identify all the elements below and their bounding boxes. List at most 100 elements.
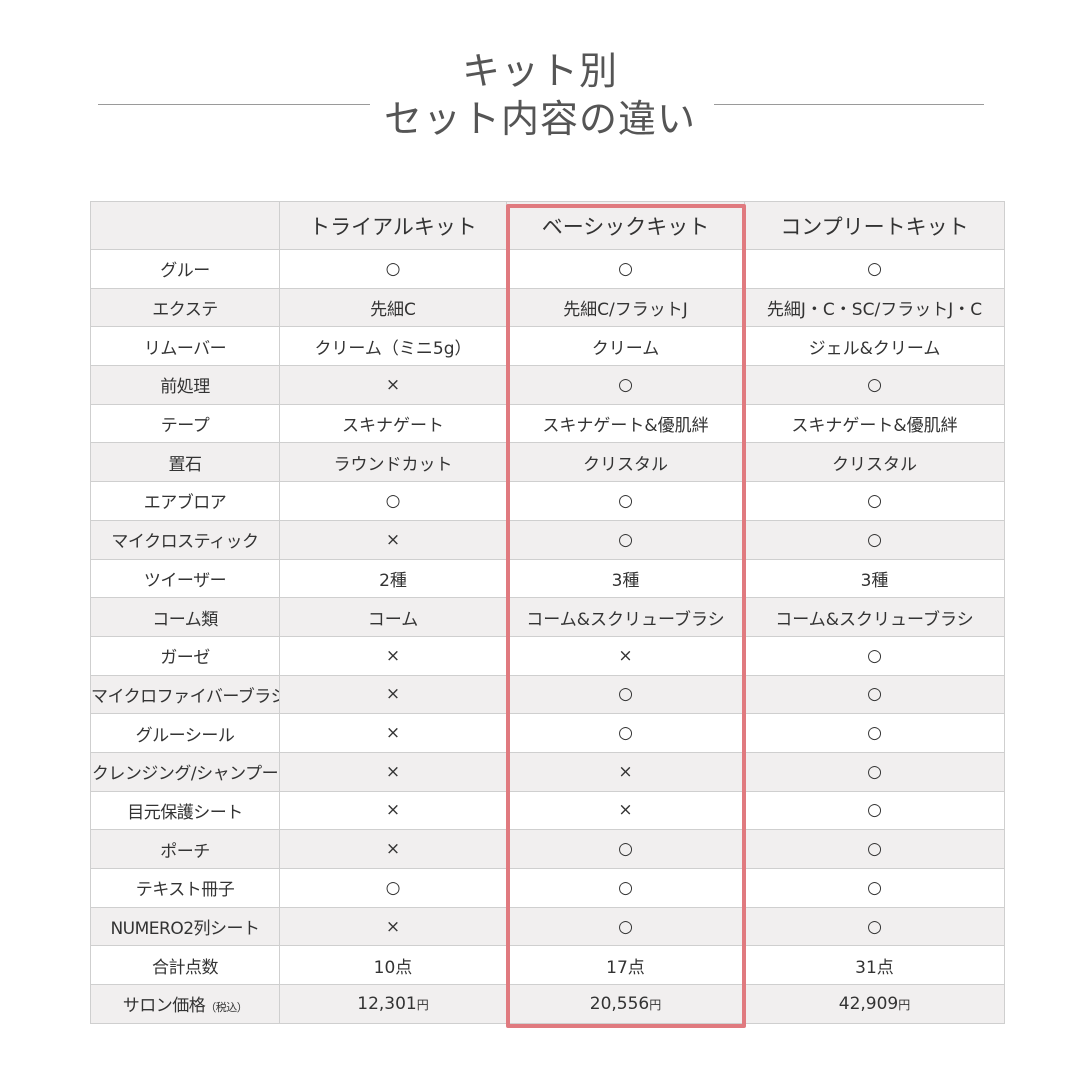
table-row: テキスト冊子 ○ ○ ○ <box>90 868 1005 908</box>
cell-trial: 2種 <box>279 558 507 599</box>
row-label: 目元保護シート <box>90 790 280 831</box>
row-label: クレンジング/シャンプー <box>90 751 280 792</box>
cell-complete: ジェル&クリーム <box>744 326 1005 367</box>
row-label: テキスト冊子 <box>90 868 280 908</box>
price-complete: 42,909円 <box>744 984 1005 1024</box>
currency-yen: 円 <box>416 997 429 1012</box>
title-rule-right <box>714 104 984 105</box>
price-trial-value: 12,301 <box>357 993 417 1014</box>
row-label: ツイーザー <box>90 558 280 599</box>
cell-complete: ○ <box>744 481 1005 521</box>
row-label: NUMERO2列シート <box>90 906 280 947</box>
cell-basic: 先細C/フラットJ <box>506 287 745 328</box>
table-row: リムーバー クリーム（ミニ5g） クリーム ジェル&クリーム <box>90 326 1005 367</box>
table-row: クレンジング/シャンプー × × ○ <box>90 751 1005 792</box>
cell-complete: ○ <box>744 713 1005 753</box>
cell-basic: 17点 <box>506 945 745 986</box>
table-row: ツイーザー 2種 3種 3種 <box>90 558 1005 599</box>
cell-trial: スキナゲート <box>279 403 507 444</box>
row-label: グルー <box>90 249 280 289</box>
cell-basic: × <box>506 751 745 792</box>
row-label: マイクロファイバーブラシ <box>90 674 280 715</box>
price-label-cell: サロン価格（税込） <box>90 984 280 1024</box>
price-label-note: （税込） <box>205 1001 248 1015</box>
cell-complete: ○ <box>744 868 1005 908</box>
table-row: NUMERO2列シート × ○ ○ <box>90 906 1005 947</box>
cell-basic: ○ <box>506 674 745 715</box>
cell-basic: ○ <box>506 481 745 521</box>
price-label: サロン価格 <box>122 996 206 1017</box>
table-row: テープ スキナゲート スキナゲート&優肌絆 スキナゲート&優肌絆 <box>90 403 1005 444</box>
cell-complete: ○ <box>744 635 1005 676</box>
cell-complete: ○ <box>744 829 1005 869</box>
table-row: マイクロファイバーブラシ × ○ ○ <box>90 674 1005 715</box>
cell-trial: × <box>279 906 507 947</box>
cell-basic: ○ <box>506 868 745 908</box>
cell-complete: ○ <box>744 790 1005 831</box>
cell-basic: 3種 <box>506 558 745 599</box>
cell-complete: 3種 <box>744 558 1005 599</box>
cell-trial: × <box>279 635 507 676</box>
cell-basic: × <box>506 635 745 676</box>
cell-complete: ○ <box>744 906 1005 947</box>
cell-complete: クリスタル <box>744 442 1005 483</box>
cell-trial: コーム <box>279 597 507 637</box>
cell-complete: スキナゲート&優肌絆 <box>744 403 1005 444</box>
cell-trial: × <box>279 829 507 869</box>
row-label: 前処理 <box>90 365 280 405</box>
cell-basic: ○ <box>506 365 745 405</box>
row-label: 置石 <box>90 442 280 483</box>
price-trial: 12,301円 <box>279 984 507 1024</box>
table-row: 合計点数 10点 17点 31点 <box>90 945 1005 986</box>
cell-trial: 先細C <box>279 287 507 328</box>
cell-complete: ○ <box>744 751 1005 792</box>
cell-basic: クリスタル <box>506 442 745 483</box>
cell-complete: コーム&スクリューブラシ <box>744 597 1005 637</box>
cell-trial: × <box>279 674 507 715</box>
cell-basic: ○ <box>506 519 745 560</box>
cell-basic: ○ <box>506 829 745 869</box>
title-area: キット別 セット内容の違い <box>0 0 1080 180</box>
table-row: 目元保護シート × × ○ <box>90 790 1005 831</box>
header-corner <box>90 201 280 250</box>
cell-trial: ラウンドカット <box>279 442 507 483</box>
price-basic: 20,556円 <box>506 984 745 1024</box>
row-label: エクステ <box>90 287 280 328</box>
table-row: グルーシール × ○ ○ <box>90 713 1005 753</box>
table-row: コーム類 コーム コーム&スクリューブラシ コーム&スクリューブラシ <box>90 597 1005 637</box>
row-label: テープ <box>90 403 280 444</box>
cell-trial: ○ <box>279 481 507 521</box>
cell-basic: ○ <box>506 249 745 289</box>
header-basic-kit: ベーシックキット <box>506 201 745 250</box>
page-title-line2: セット内容の違い <box>383 97 696 141</box>
table-row: グルー ○ ○ ○ <box>90 249 1005 289</box>
row-label: エアブロア <box>90 481 280 521</box>
cell-complete: ○ <box>744 249 1005 289</box>
cell-basic: ○ <box>506 906 745 947</box>
row-label: グルーシール <box>90 713 280 753</box>
cell-basic: コーム&スクリューブラシ <box>506 597 745 637</box>
cell-basic: × <box>506 790 745 831</box>
title-rule-left <box>98 104 370 105</box>
table-body: グルー ○ ○ ○ エクステ 先細C 先細C/フラットJ 先細J・C・SC/フラットJ・C … <box>90 249 1005 1024</box>
cell-trial: 10点 <box>279 945 507 986</box>
price-basic-value: 20,556 <box>589 993 650 1014</box>
cell-basic: クリーム <box>506 326 745 367</box>
table-row: ガーゼ × × ○ <box>90 635 1005 676</box>
price-complete-value: 42,909 <box>838 993 899 1014</box>
cell-complete: 先細J・C・SC/フラットJ・C <box>744 287 1005 328</box>
currency-yen: 円 <box>898 997 911 1012</box>
cell-basic: ○ <box>506 713 745 753</box>
cell-basic: スキナゲート&優肌絆 <box>506 403 745 444</box>
cell-trial: ○ <box>279 249 507 289</box>
cell-complete: ○ <box>744 519 1005 560</box>
cell-trial: クリーム（ミニ5g） <box>279 326 507 367</box>
cell-trial: × <box>279 751 507 792</box>
table-row: 前処理 × ○ ○ <box>90 365 1005 405</box>
cell-trial: × <box>279 713 507 753</box>
table-row: ポーチ × ○ ○ <box>90 829 1005 869</box>
table-row: エアブロア ○ ○ ○ <box>90 481 1005 521</box>
cell-complete: ○ <box>744 674 1005 715</box>
row-label: ポーチ <box>90 829 280 869</box>
cell-trial: × <box>279 790 507 831</box>
